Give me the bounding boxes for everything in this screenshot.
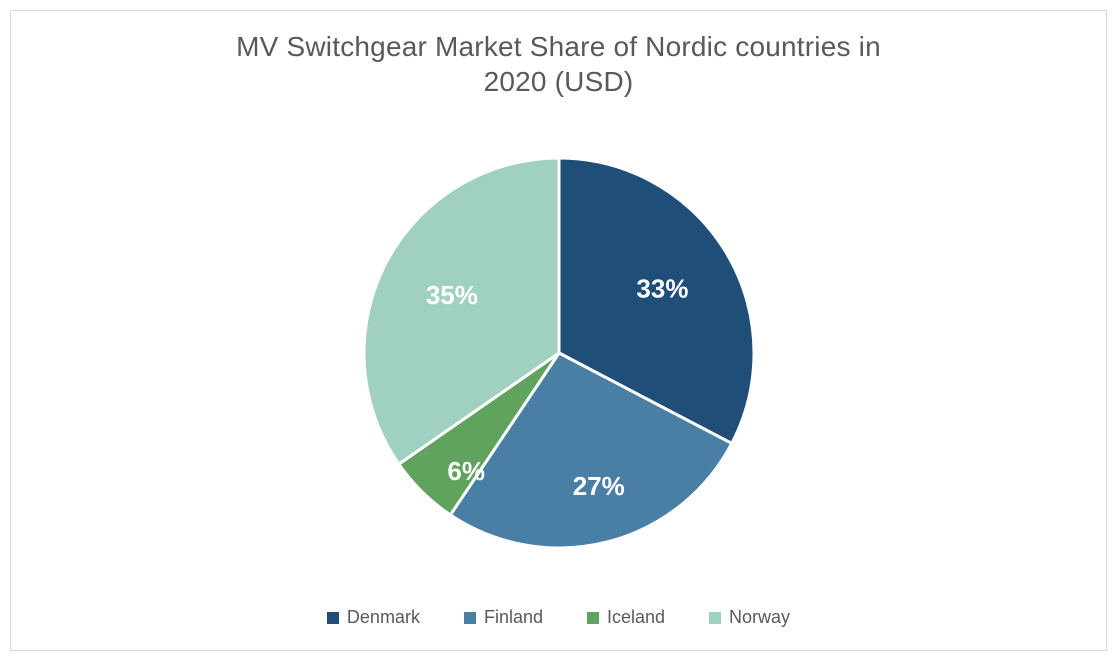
legend-swatch-denmark [327, 612, 339, 624]
pie-label-norway: 35% [425, 280, 477, 310]
pie-label-finland: 27% [572, 471, 624, 501]
legend-swatch-norway [709, 612, 721, 624]
chart-title: MV Switchgear Market Share of Nordic cou… [236, 29, 881, 99]
chart-frame: MV Switchgear Market Share of Nordic cou… [10, 10, 1107, 651]
pie-chart: 33% 27% 6% 35% [329, 123, 789, 583]
chart-title-line2: 2020 (USD) [484, 66, 634, 97]
legend-swatch-iceland [587, 612, 599, 624]
legend-label-finland: Finland [484, 607, 543, 628]
chart-title-line1: MV Switchgear Market Share of Nordic cou… [236, 31, 881, 62]
legend-label-denmark: Denmark [347, 607, 420, 628]
legend-item-iceland: Iceland [587, 607, 665, 628]
legend-item-finland: Finland [464, 607, 543, 628]
legend: Denmark Finland Iceland Norway [327, 607, 790, 650]
pie-label-iceland: 6% [447, 456, 485, 486]
legend-label-norway: Norway [729, 607, 790, 628]
legend-item-denmark: Denmark [327, 607, 420, 628]
legend-item-norway: Norway [709, 607, 790, 628]
legend-label-iceland: Iceland [607, 607, 665, 628]
pie-label-denmark: 33% [636, 273, 688, 303]
pie-area: 33% 27% 6% 35% [11, 99, 1106, 607]
legend-swatch-finland [464, 612, 476, 624]
